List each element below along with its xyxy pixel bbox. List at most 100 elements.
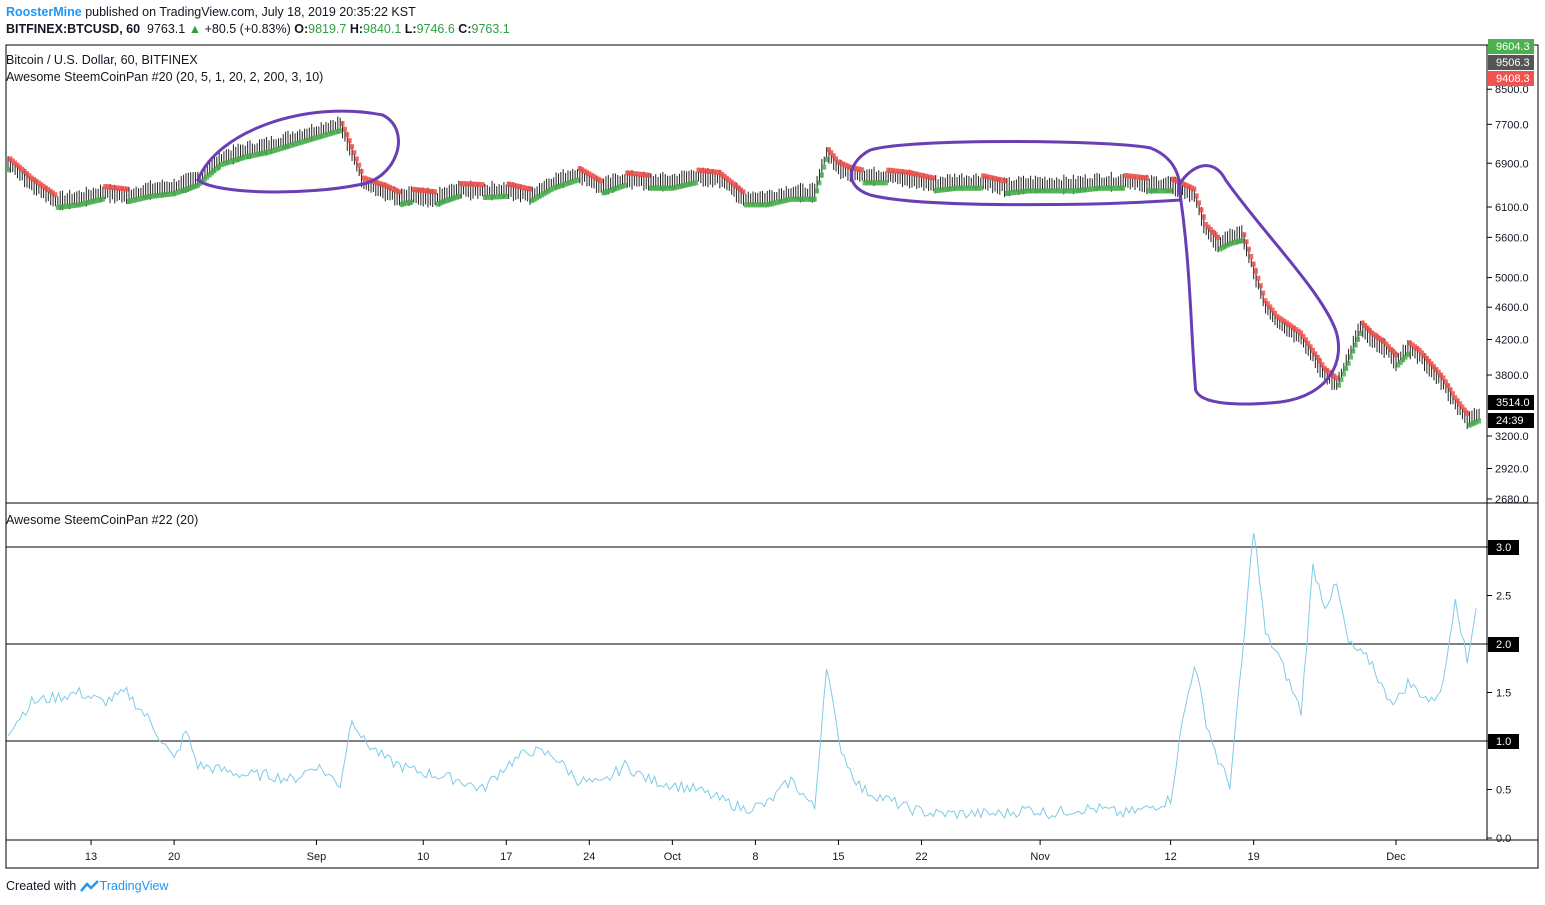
- trend-dot: [698, 167, 703, 173]
- trend-dot: [506, 181, 511, 187]
- time-axis[interactable]: 13 20 Sep 10 17 24 Oct 8 15 22 Nov 12 19 Dec: [85, 840, 1406, 863]
- trend-dot: [145, 194, 150, 200]
- symbol-label[interactable]: BITFINEX:BTCUSD, 60: [6, 22, 141, 36]
- trend-dot: [587, 171, 592, 177]
- price-tick-label: 5000.0: [1495, 273, 1529, 285]
- publish-line: RoosterMine published on TradingView.com…: [6, 5, 416, 19]
- trend-dot: [974, 185, 979, 191]
- trend-dot: [926, 174, 931, 180]
- trend-dot: [1130, 173, 1135, 179]
- trend-dot: [950, 186, 955, 192]
- trend-dot: [755, 202, 760, 208]
- trend-dot: [129, 198, 134, 204]
- price-pane[interactable]: [6, 116, 1482, 430]
- time-tick-label: 15: [832, 851, 844, 863]
- trend-dot: [838, 160, 843, 166]
- trend-dot: [416, 187, 421, 193]
- trend-dot: [333, 129, 338, 135]
- trend-dot: [1137, 174, 1142, 180]
- trend-dot: [931, 175, 936, 181]
- trend-dot: [1469, 421, 1474, 427]
- trend-dot: [1156, 188, 1161, 194]
- trend-dot: [1448, 387, 1453, 393]
- trend-dot: [608, 187, 613, 193]
- trend-dot: [1185, 183, 1190, 189]
- price-axis[interactable]: 2680.0 2920.0 3200.0 3800.0 4200.0 4600.0 5000…: [1487, 39, 1534, 506]
- trend-dot: [893, 168, 898, 174]
- trend-dot: [746, 202, 751, 208]
- trend-dot: [736, 185, 741, 191]
- trend-dot: [971, 185, 976, 191]
- trend-dot: [1384, 341, 1389, 347]
- trend-dot: [1066, 188, 1071, 194]
- trend-dot: [1325, 367, 1330, 373]
- trend-dot: [834, 156, 839, 162]
- trend-dot: [983, 173, 988, 179]
- trend-dot: [1396, 362, 1401, 368]
- trend-dot: [217, 164, 222, 170]
- trend-dot: [191, 184, 196, 190]
- tradingview-logo-icon[interactable]: [79, 879, 100, 893]
- trend-dot: [582, 168, 587, 174]
- price-tick-label: 2680.0: [1495, 494, 1529, 506]
- trend-dot: [48, 188, 53, 194]
- trend-dot: [252, 152, 257, 158]
- trend-dot: [1114, 185, 1119, 191]
- indicator-axis[interactable]: 0.0 0.5 1.0 1.5 2.0 2.5 3.0: [1487, 540, 1519, 845]
- indicator-tick-label: 3.0: [1496, 542, 1511, 554]
- trend-dot: [1417, 347, 1422, 353]
- trend-dot: [667, 185, 672, 191]
- trend-dot: [274, 147, 279, 153]
- tradingview-brand[interactable]: TradingView: [99, 879, 169, 893]
- author-link[interactable]: RoosterMine: [6, 5, 82, 19]
- trend-dot: [359, 168, 364, 174]
- trend-dot: [1249, 253, 1254, 259]
- trend-dot: [17, 164, 22, 170]
- trend-dot: [1291, 325, 1296, 331]
- trend-dot: [1258, 283, 1263, 289]
- trend-dot: [748, 202, 753, 208]
- trend-dot: [1068, 188, 1073, 194]
- trend-dot: [864, 180, 869, 186]
- trend-dot: [1078, 187, 1083, 193]
- trend-dot: [912, 171, 917, 177]
- trend-dot: [1353, 342, 1358, 348]
- trend-dot: [1123, 173, 1128, 179]
- trend-dot: [584, 170, 589, 176]
- time-tick-label: 24: [583, 851, 595, 863]
- trend-dot: [1460, 404, 1465, 410]
- trend-dot: [1294, 327, 1299, 333]
- trend-dot: [646, 172, 651, 178]
- trend-dot: [653, 185, 658, 191]
- trend-dot: [1208, 227, 1213, 233]
- trend-dot: [1118, 185, 1123, 191]
- trend-dot: [309, 136, 314, 142]
- trend-dot: [1251, 261, 1256, 267]
- trend-dot: [729, 179, 734, 185]
- trend-dot: [463, 181, 468, 187]
- trend-dot: [1420, 350, 1425, 356]
- price-tick-label: 3200.0: [1495, 431, 1529, 443]
- trend-dot: [425, 188, 430, 194]
- trend-dot: [338, 128, 343, 134]
- indicator-tick-label: 0.5: [1496, 785, 1511, 797]
- time-tick-label: 20: [168, 851, 180, 863]
- trend-dot: [1415, 346, 1420, 352]
- trend-dot: [544, 189, 549, 195]
- trend-dot: [248, 153, 253, 159]
- trend-dot: [1009, 190, 1014, 196]
- open-value: 9819.7: [308, 22, 347, 36]
- trend-dot: [1334, 375, 1339, 381]
- trend-dot: [734, 183, 739, 189]
- trend-dot: [307, 137, 312, 143]
- trend-dot: [1021, 189, 1026, 195]
- trend-dot: [335, 129, 340, 135]
- trend-dot: [157, 192, 162, 198]
- indicator-pane[interactable]: [6, 533, 1487, 820]
- trend-dot: [164, 192, 169, 198]
- trend-dot: [316, 134, 321, 140]
- trend-dot: [739, 187, 744, 193]
- trend-dot: [402, 201, 407, 207]
- trend-dot: [625, 170, 630, 176]
